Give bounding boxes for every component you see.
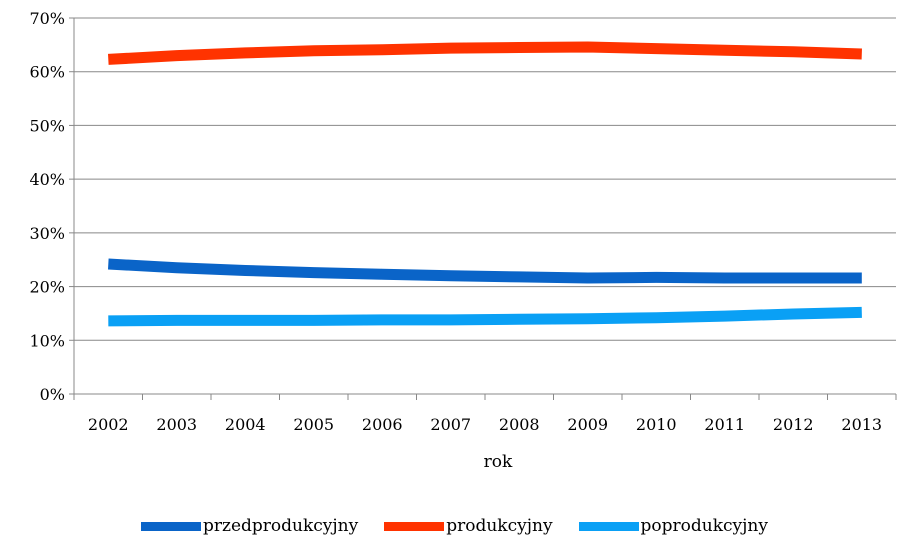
y-tick-label: 70% <box>29 9 65 28</box>
x-tick-label: 2010 <box>636 415 677 434</box>
line-chart: 0% 10% 20% 30% 40% 50% 60% 70% 2002 2003 2004 2005… <box>29 9 897 472</box>
legend-item-przedprodukcyjny: przedprodukcyjny <box>140 516 359 536</box>
y-tick-label: 50% <box>29 116 65 135</box>
x-tick-label: 2007 <box>430 415 471 434</box>
x-tick-label: 2011 <box>704 415 745 434</box>
x-tick-label: 2002 <box>88 415 129 434</box>
y-tick-label: 40% <box>29 170 65 189</box>
x-tick-label: 2003 <box>156 415 197 434</box>
y-tick-label: 20% <box>29 278 65 297</box>
legend-item-poprodukcyjny: poprodukcyjny <box>578 516 768 536</box>
legend-item-produkcyjny: produkcyjny <box>384 516 553 536</box>
x-tick-label: 2008 <box>499 415 540 434</box>
x-tick-label: 2009 <box>567 415 608 434</box>
y-tick-label: 0% <box>40 385 65 404</box>
series-line-produkcyjny <box>107 41 862 65</box>
x-tick-label: 2013 <box>841 415 882 434</box>
legend-label: poprodukcyjny <box>640 516 768 536</box>
x-tick-labels: 2002 2003 2004 2005 2006 2007 2008 2009 2010 2011… <box>88 415 882 434</box>
x-tick-label: 2012 <box>773 415 814 434</box>
legend-swatch <box>578 521 639 531</box>
x-tick-label: 2004 <box>225 415 266 434</box>
x-tick-label: 2006 <box>362 415 403 434</box>
axes <box>69 17 897 400</box>
legend: przedprodukcyjny produkcyjny poprodukcyjny <box>0 512 909 540</box>
y-tick-label: 60% <box>29 63 65 82</box>
legend-label: produkcyjny <box>446 516 553 536</box>
series-line-poprodukcyjny <box>108 306 862 327</box>
x-axis-title: rok <box>484 452 513 472</box>
y-tick-label: 30% <box>29 224 65 243</box>
legend-swatch <box>140 521 201 531</box>
x-tick-label: 2005 <box>293 415 334 434</box>
legend-label: przedprodukcyjny <box>202 516 359 536</box>
legend-swatch <box>384 521 445 531</box>
series-line-przedprodukcyjny <box>107 258 862 284</box>
y-tick-label: 10% <box>29 331 65 350</box>
y-tick-labels: 0% 10% 20% 30% 40% 50% 60% 70% <box>29 9 65 404</box>
series-lines <box>107 41 862 327</box>
gridlines <box>74 17 896 341</box>
